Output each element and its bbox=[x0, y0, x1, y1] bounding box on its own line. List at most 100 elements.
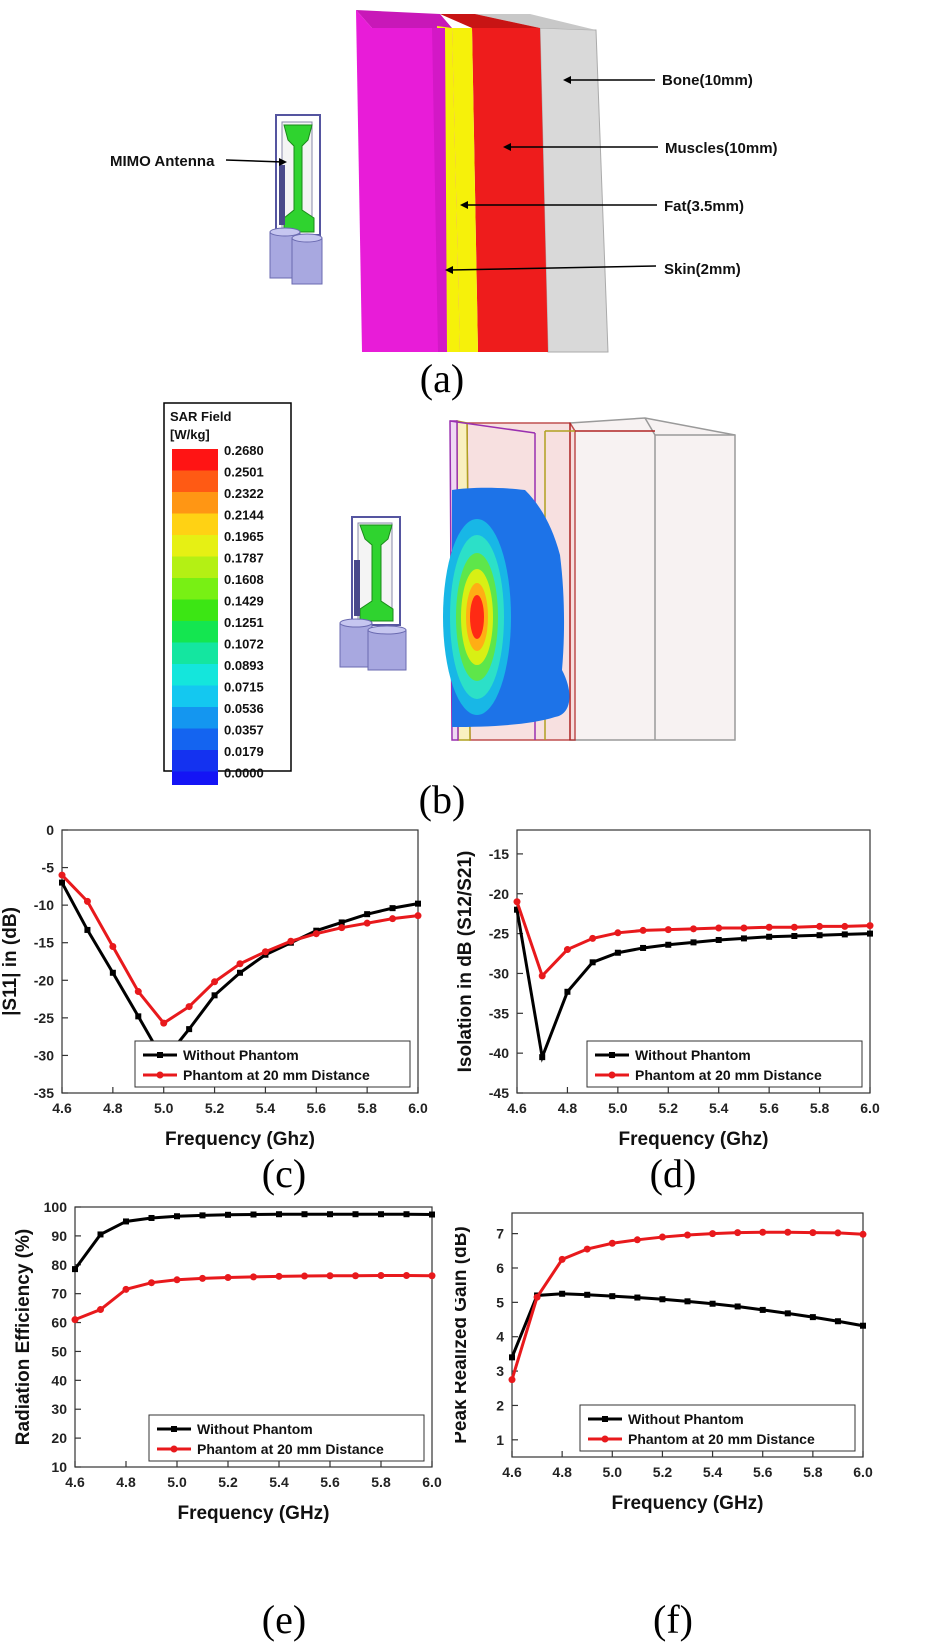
y-tick-label: 40 bbox=[51, 1372, 67, 1388]
y-tick-label: -35 bbox=[489, 1005, 509, 1021]
data-point bbox=[564, 988, 571, 995]
x-tick-label: 5.6 bbox=[320, 1474, 340, 1490]
x-tick-label: 5.6 bbox=[307, 1100, 327, 1116]
data-point bbox=[186, 1026, 193, 1033]
plot-frame bbox=[61, 829, 419, 1094]
x-tick-label: 5.8 bbox=[371, 1474, 391, 1490]
data-point bbox=[715, 924, 723, 932]
data-point bbox=[327, 1211, 333, 1218]
sar-scale-value: 0.0893 bbox=[224, 658, 264, 673]
series-line-1 bbox=[74, 1273, 433, 1322]
y-tick-label: 2 bbox=[496, 1397, 504, 1413]
y-tick-label: 10 bbox=[51, 1459, 67, 1475]
data-point bbox=[509, 1354, 515, 1361]
data-point bbox=[841, 922, 849, 930]
y-tick-label: 20 bbox=[51, 1430, 67, 1446]
data-point bbox=[276, 1211, 282, 1218]
data-point bbox=[639, 926, 647, 934]
data-point bbox=[740, 935, 747, 942]
x-tick-label: 6.0 bbox=[853, 1464, 873, 1480]
data-point bbox=[250, 1273, 257, 1281]
x-tick-label: 5.4 bbox=[269, 1474, 289, 1490]
legend-marker bbox=[157, 1052, 163, 1058]
y-tick-label: -25 bbox=[489, 926, 509, 942]
sar-scale-swatch bbox=[172, 621, 218, 643]
data-point bbox=[429, 1211, 435, 1218]
data-point bbox=[740, 924, 748, 932]
x-axis-label: Frequency (Ghz) bbox=[165, 1129, 315, 1150]
sar-scale-swatch bbox=[172, 685, 218, 707]
panel-d-label: (d) bbox=[649, 1151, 697, 1196]
sar-scale-swatch bbox=[172, 578, 218, 600]
y-tick-label: -15 bbox=[34, 935, 54, 951]
data-point bbox=[589, 934, 597, 942]
sar-scale-swatch bbox=[172, 556, 218, 578]
data-point bbox=[97, 1231, 104, 1238]
sar-scale-value: 0.0536 bbox=[224, 701, 264, 716]
sar-scale-value: 0.2501 bbox=[224, 465, 264, 480]
x-tick-label: 5.8 bbox=[357, 1100, 377, 1116]
legend-marker bbox=[608, 1071, 616, 1079]
data-point bbox=[211, 992, 218, 999]
series-line-1 bbox=[515, 901, 871, 979]
x-tick-label: 5.6 bbox=[753, 1464, 773, 1480]
sar-scale-swatch bbox=[172, 707, 218, 729]
panel-e-label: (e) bbox=[261, 1597, 307, 1642]
data-point bbox=[174, 1213, 180, 1220]
y-tick-label: -30 bbox=[489, 965, 509, 981]
x-tick-label: 6.0 bbox=[422, 1474, 442, 1490]
y-tick-label: 70 bbox=[51, 1286, 67, 1302]
y-tick-label: 1 bbox=[496, 1432, 504, 1448]
panel-f-label: (f) bbox=[653, 1597, 693, 1642]
data-point bbox=[784, 1310, 791, 1317]
data-point bbox=[185, 1003, 193, 1011]
data-point bbox=[559, 1290, 566, 1297]
sar-scale-value: 0.1787 bbox=[224, 551, 264, 566]
x-tick-label: 5.0 bbox=[167, 1474, 187, 1490]
legend-marker bbox=[609, 1052, 615, 1058]
data-point bbox=[261, 948, 269, 956]
sar-scale-value: 0.1251 bbox=[224, 615, 264, 630]
legend-box bbox=[579, 1404, 856, 1452]
x-tick-label: 4.8 bbox=[558, 1100, 578, 1116]
data-point bbox=[563, 946, 571, 954]
x-tick-label: 5.4 bbox=[709, 1100, 729, 1116]
x-tick-label: 4.6 bbox=[502, 1464, 522, 1480]
plot-frame bbox=[511, 1212, 864, 1458]
data-point bbox=[508, 1376, 516, 1384]
y-tick-label: 60 bbox=[51, 1315, 67, 1331]
data-point bbox=[338, 919, 345, 926]
data-point bbox=[415, 900, 421, 907]
y-axis-label: Isolation in dB (S12/S21) bbox=[455, 851, 476, 1073]
sar-color-scale: SAR Field [W/kg] 0.2680 0.2501 0.2322 0.214… bbox=[163, 402, 292, 785]
x-tick-label: 5.2 bbox=[653, 1464, 673, 1480]
data-point bbox=[809, 1229, 817, 1237]
chart-s11: 4.6 4.8 5.0 5.2 5.4 5.6 5.8 6.0 0 -5 -10 -15 -20 -25 -… bbox=[0, 822, 428, 1150]
data-point bbox=[109, 969, 116, 976]
data-point bbox=[275, 1272, 283, 1280]
sar-scale-value: 0.1965 bbox=[224, 529, 264, 544]
data-point bbox=[665, 941, 672, 948]
sar-scale-value: 0.2680 bbox=[224, 443, 264, 458]
sar-scale-swatch bbox=[172, 513, 218, 535]
panel-a-label: (a) bbox=[419, 356, 465, 401]
data-point bbox=[859, 1230, 867, 1238]
panel-b-label: (b) bbox=[418, 777, 466, 822]
y-axis-label: |S11| in (dB) bbox=[0, 907, 21, 1016]
data-point bbox=[866, 922, 874, 930]
sar-scale-value: 0.0357 bbox=[224, 723, 264, 738]
data-point bbox=[59, 879, 65, 886]
data-point bbox=[659, 1296, 666, 1303]
x-tick-label: 4.6 bbox=[65, 1474, 85, 1490]
legend-box bbox=[134, 1040, 411, 1088]
y-tick-label: -25 bbox=[34, 1010, 54, 1026]
y-tick-label: 90 bbox=[51, 1228, 67, 1244]
data-point bbox=[378, 1211, 384, 1218]
data-point bbox=[514, 906, 520, 913]
data-point bbox=[135, 1013, 142, 1020]
layer-annotations: MIMO Antenna Bone(10mm) Muscles(10mm) Fa… bbox=[110, 72, 778, 278]
y-tick-label: 4 bbox=[496, 1329, 504, 1345]
data-point bbox=[690, 925, 697, 933]
sar-scale-value: 0.0179 bbox=[224, 744, 264, 759]
data-point bbox=[816, 932, 823, 939]
